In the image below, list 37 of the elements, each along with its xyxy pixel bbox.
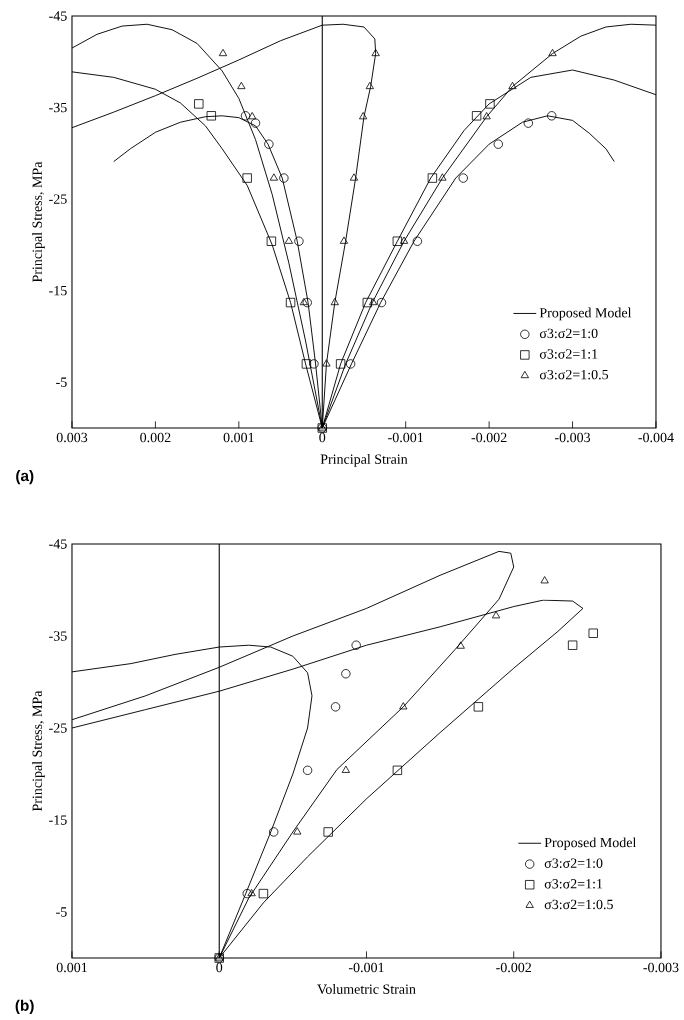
x-tick-label: -0.001 bbox=[348, 962, 384, 973]
y-tick-label: -35 bbox=[49, 102, 67, 113]
x-tick-label: 0 bbox=[319, 432, 326, 443]
x-tick-label: -0.002 bbox=[471, 432, 507, 443]
x-tick-label: 0.001 bbox=[223, 432, 254, 443]
x-tick-label: -0.001 bbox=[388, 432, 423, 443]
y-tick-label: -25 bbox=[49, 723, 67, 733]
y-axis-title: Principal Stress, MPa bbox=[32, 690, 45, 812]
x-tick-label: 0 bbox=[216, 962, 223, 973]
legend-label: σ3:σ2=1:0.5 bbox=[544, 899, 613, 910]
legend-label: Proposed Model bbox=[539, 307, 632, 321]
legend-label: σ3:σ2=1:0 bbox=[544, 858, 603, 868]
x-axis-title: Volumetric Strain bbox=[317, 984, 416, 994]
y-axis-title: Principal Stress, MPa bbox=[32, 161, 45, 283]
legend-label: σ3:σ2=1:1 bbox=[544, 879, 603, 889]
x-tick-label: 0.001 bbox=[56, 962, 87, 973]
x-tick-label: -0.003 bbox=[643, 962, 679, 973]
y-tick-label: -45 bbox=[49, 539, 67, 549]
text: (b) bbox=[15, 999, 34, 1014]
y-tick-label: -25 bbox=[49, 194, 67, 204]
x-tick-label: -0.004 bbox=[638, 432, 674, 443]
y-tick-label: -15 bbox=[49, 285, 67, 296]
y-tick-label: -5 bbox=[56, 377, 67, 387]
x-axis-title: Principal Strain bbox=[320, 454, 408, 467]
text: (a) bbox=[16, 469, 34, 485]
x-tick-label: 0.003 bbox=[56, 432, 88, 443]
legend-label: σ3:σ2=1:0.5 bbox=[539, 369, 609, 380]
y-tick-label: -5 bbox=[56, 907, 67, 917]
x-tick-label: -0.003 bbox=[554, 432, 591, 443]
legend-label: σ3:σ2=1:0 bbox=[539, 328, 598, 339]
x-tick-label: -0.002 bbox=[496, 962, 532, 973]
y-tick-label: -15 bbox=[49, 815, 67, 825]
y-tick-label: -35 bbox=[49, 631, 67, 641]
x-tick-label: 0.002 bbox=[140, 432, 171, 443]
legend-label: σ3:σ2=1:1 bbox=[539, 349, 598, 359]
legend-label: Proposed Model bbox=[544, 837, 637, 851]
y-tick-label: -45 bbox=[49, 11, 67, 21]
